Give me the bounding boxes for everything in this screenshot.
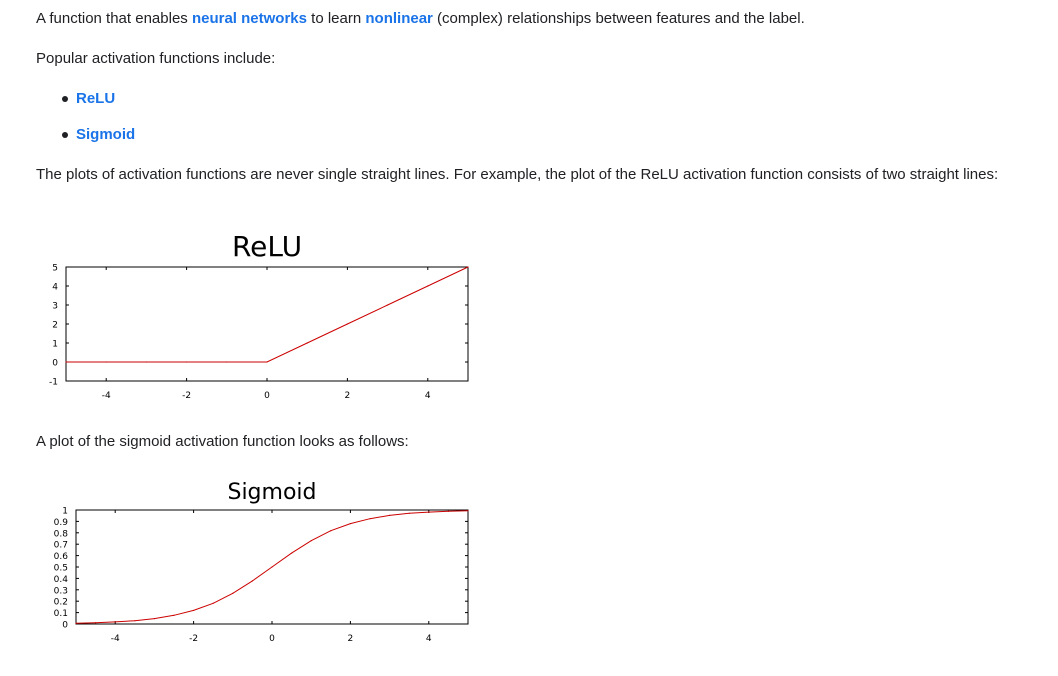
intro-text-after: (complex) relationships between features… <box>432 10 805 27</box>
data-point <box>145 361 147 363</box>
data-point <box>447 510 449 512</box>
data-point <box>186 361 188 363</box>
data-point <box>212 602 214 604</box>
data-point <box>349 522 351 525</box>
data-point <box>65 361 67 363</box>
data-point <box>310 540 312 542</box>
sigmoid-chart-svg: Sigmoid 0 0.10.2 0.30.40.5 0.60.7 0.80.91 -4 -2… <box>54 480 469 644</box>
sigmoid-chart: Sigmoid 0 0.1 0.2 0.3 0.4 0.5 0.6 0.7 0.8 0.9 1 -4 -2… <box>30 474 480 644</box>
list-item: ReLU <box>36 87 135 123</box>
y-tick-label: -1 <box>49 378 58 388</box>
y-tick-label: 1 <box>52 340 58 350</box>
x-tick-label: 4 <box>425 391 431 401</box>
data-point <box>232 592 234 594</box>
y-tick-label: 0.7 <box>54 541 68 551</box>
data-point <box>427 285 429 287</box>
x-tick-label: 2 <box>345 391 351 401</box>
y-tick-label: 0.4 <box>54 575 69 585</box>
list-item: Sigmoid <box>36 123 135 159</box>
intro-paragraph: A function that enables neural networks … <box>36 7 1036 31</box>
y-tick-label: 0.9 <box>54 518 69 528</box>
data-point <box>408 512 410 514</box>
y-tick-label: 0.5 <box>54 564 68 574</box>
data-point <box>306 342 308 344</box>
x-tick-label: 0 <box>269 634 275 644</box>
y-tick-label: 0.6 <box>54 552 69 562</box>
intro-text-middle: to learn <box>307 10 366 27</box>
data-point <box>428 511 430 513</box>
y-tick-label: 0.8 <box>54 529 69 539</box>
data-point <box>134 620 136 622</box>
data-point <box>346 323 348 325</box>
bullet-icon <box>62 96 68 102</box>
x-tick-label: -2 <box>182 391 191 401</box>
bullet-icon <box>62 132 68 138</box>
x-tick-label: 0 <box>264 391 270 401</box>
activation-function-list: ReLU Sigmoid <box>36 87 135 159</box>
data-point <box>271 566 273 568</box>
y-tick-label: 5 <box>52 264 58 274</box>
data-point <box>387 304 389 306</box>
data-point <box>153 618 155 620</box>
data-point <box>330 530 332 532</box>
x-tick-label: 4 <box>426 634 432 644</box>
data-point <box>266 361 268 363</box>
relu-chart: ReLU -1 0 1 2 3 4 5 -4 -2 0 2 4 <box>30 225 480 405</box>
y-tick-label: 1 <box>62 507 68 517</box>
intro-text-before: A function that enables <box>36 10 192 27</box>
plots-paragraph: The plots of activation functions are ne… <box>36 166 999 183</box>
y-tick-label: 0.2 <box>54 598 68 608</box>
y-tick-label: 0.1 <box>54 609 68 619</box>
data-point <box>389 514 391 516</box>
data-point <box>95 622 97 624</box>
data-point <box>251 580 253 582</box>
sigmoid-paragraph: A plot of the sigmoid activation functio… <box>36 433 409 450</box>
chart-title: Sigmoid <box>227 480 316 505</box>
data-point <box>173 614 175 616</box>
data-point <box>369 518 371 520</box>
plot-frame <box>65 266 469 382</box>
data-point <box>291 552 293 554</box>
y-tick-label: 0 <box>52 359 58 369</box>
data-point <box>114 621 116 623</box>
y-tick-label: 4 <box>52 283 58 293</box>
x-tick-label: -2 <box>189 634 198 644</box>
x-tick-label: 2 <box>348 634 354 644</box>
data-point <box>467 510 469 512</box>
chart-title: ReLU <box>232 230 302 263</box>
relu-chart-svg: ReLU -1 0 1 2 3 4 5 -4 -2 0 2 4 <box>49 230 469 401</box>
y-tick-label: 0.3 <box>54 586 68 596</box>
y-tick-label: 3 <box>52 302 58 312</box>
sigmoid-link[interactable]: Sigmoid <box>76 126 136 143</box>
relu-link[interactable]: ReLU <box>76 90 116 107</box>
data-point <box>226 361 228 363</box>
data-point <box>105 361 107 363</box>
x-tick-label: -4 <box>102 391 111 401</box>
nonlinear-link[interactable]: nonlinear <box>365 10 433 27</box>
neural-networks-link[interactable]: neural networks <box>191 10 307 27</box>
x-tick-label: -4 <box>111 634 120 644</box>
data-point <box>75 622 77 624</box>
y-tick-label: 0 <box>62 621 68 631</box>
popular-paragraph: Popular activation functions include: <box>36 50 276 67</box>
series-line <box>66 266 469 363</box>
data-point <box>193 609 195 612</box>
data-point <box>467 266 469 268</box>
y-tick-label: 2 <box>52 321 58 331</box>
